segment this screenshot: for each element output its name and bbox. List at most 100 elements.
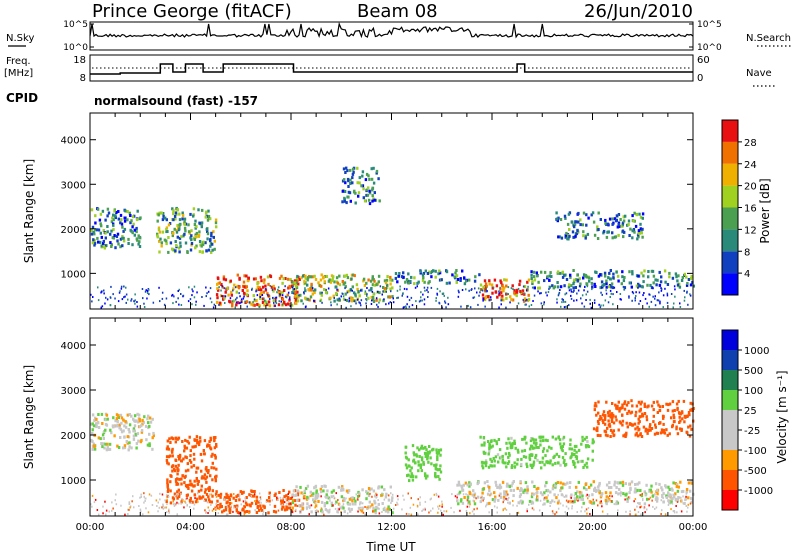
echo-cell — [494, 290, 497, 294]
echo-cell — [106, 417, 109, 421]
echo-cell — [591, 449, 594, 453]
echo-cell — [159, 492, 161, 495]
echo-cell — [649, 428, 652, 432]
echo-cell — [539, 439, 542, 443]
echo-cell — [189, 460, 193, 464]
echo-cell — [555, 211, 558, 215]
echo-cell — [344, 292, 347, 296]
echo-cell — [607, 276, 610, 280]
echo-cell — [512, 488, 515, 492]
echo-cell — [96, 236, 99, 240]
echo-cell — [666, 408, 670, 412]
echo-cell — [364, 178, 368, 182]
echo-cell — [334, 507, 337, 510]
echo-cell — [643, 412, 647, 415]
echo-cell — [606, 434, 609, 438]
echo-cell — [146, 417, 149, 421]
echo-cell — [345, 497, 347, 500]
echo-cell — [201, 208, 204, 212]
echo-cell — [128, 423, 132, 427]
echo-cell — [397, 296, 399, 299]
echo-cell — [219, 492, 223, 496]
echo-cell — [656, 278, 659, 282]
echo-cell — [569, 501, 571, 504]
echo-cell — [326, 509, 329, 513]
echo-cell — [97, 413, 100, 416]
echo-cell — [621, 221, 625, 225]
echo-cell — [543, 502, 546, 506]
echo-cell — [184, 469, 188, 473]
echo-cell — [648, 425, 651, 429]
echo-cell — [133, 300, 135, 303]
echo-cell — [502, 508, 505, 510]
echo-cell — [595, 428, 598, 432]
echo-cell — [122, 429, 125, 433]
echo-cell — [505, 497, 507, 500]
echo-cell — [473, 508, 475, 511]
echo-cell — [426, 451, 430, 454]
echo-cell — [488, 501, 491, 505]
echo-cell — [210, 493, 213, 496]
echo-cell — [106, 225, 109, 228]
echo-cell — [424, 455, 427, 458]
echo-cell — [473, 502, 477, 506]
echo-cell — [359, 506, 362, 509]
echo-cell — [335, 276, 339, 280]
echo-cell — [485, 284, 488, 288]
echo-cell — [250, 501, 254, 505]
echo-cell — [505, 296, 508, 300]
echo-cell — [419, 270, 422, 274]
echo-cell — [434, 471, 437, 475]
echo-cell — [95, 417, 98, 421]
echo-cell — [200, 469, 203, 473]
echo-cell — [207, 290, 210, 293]
echo-cell — [345, 489, 349, 493]
echo-cell — [581, 506, 583, 509]
echo-cell — [209, 438, 213, 442]
echo-cell — [585, 488, 588, 491]
echo-cell — [381, 492, 383, 495]
echo-cell — [464, 481, 468, 485]
echo-cell — [551, 435, 554, 439]
echo-cell — [244, 497, 246, 500]
echo-cell — [604, 218, 607, 222]
echo-cell — [570, 284, 573, 288]
echo-cell — [656, 488, 659, 492]
echo-cell — [216, 499, 219, 503]
echo-cell — [189, 496, 192, 500]
echo-cell — [361, 170, 365, 174]
echo-cell — [350, 496, 353, 500]
echo-cell — [126, 435, 129, 439]
echo-cell — [375, 496, 377, 499]
echo-cell — [295, 280, 298, 284]
echo-cell — [593, 233, 597, 237]
echo-cell — [365, 497, 368, 501]
echo-cell — [580, 442, 583, 446]
echo-cell — [348, 502, 351, 506]
echo-cell — [124, 425, 128, 429]
echo-cell — [373, 279, 376, 283]
echo-cell — [110, 431, 113, 435]
echo-cell — [207, 498, 211, 502]
echo-cell — [296, 278, 299, 282]
echo-cell — [688, 434, 692, 438]
echo-cell — [368, 191, 372, 195]
echo-cell — [531, 282, 534, 285]
echo-cell — [633, 422, 637, 426]
echo-cell — [480, 288, 483, 291]
echo-cell — [435, 451, 439, 455]
echo-cell — [176, 513, 178, 516]
echo-cell — [493, 278, 497, 282]
echo-cell — [641, 235, 644, 239]
echo-cell — [392, 507, 395, 510]
echo-cell — [117, 416, 120, 419]
colorbar-swatch — [722, 273, 738, 295]
echo-cell — [349, 199, 352, 203]
echo-cell — [636, 488, 639, 492]
echo-cell — [234, 499, 238, 502]
echo-cell — [245, 510, 248, 513]
echo-cell — [486, 295, 489, 299]
echo-cell — [248, 493, 251, 497]
echo-cell — [223, 496, 227, 500]
y-tick-label: 4000 — [61, 136, 86, 147]
